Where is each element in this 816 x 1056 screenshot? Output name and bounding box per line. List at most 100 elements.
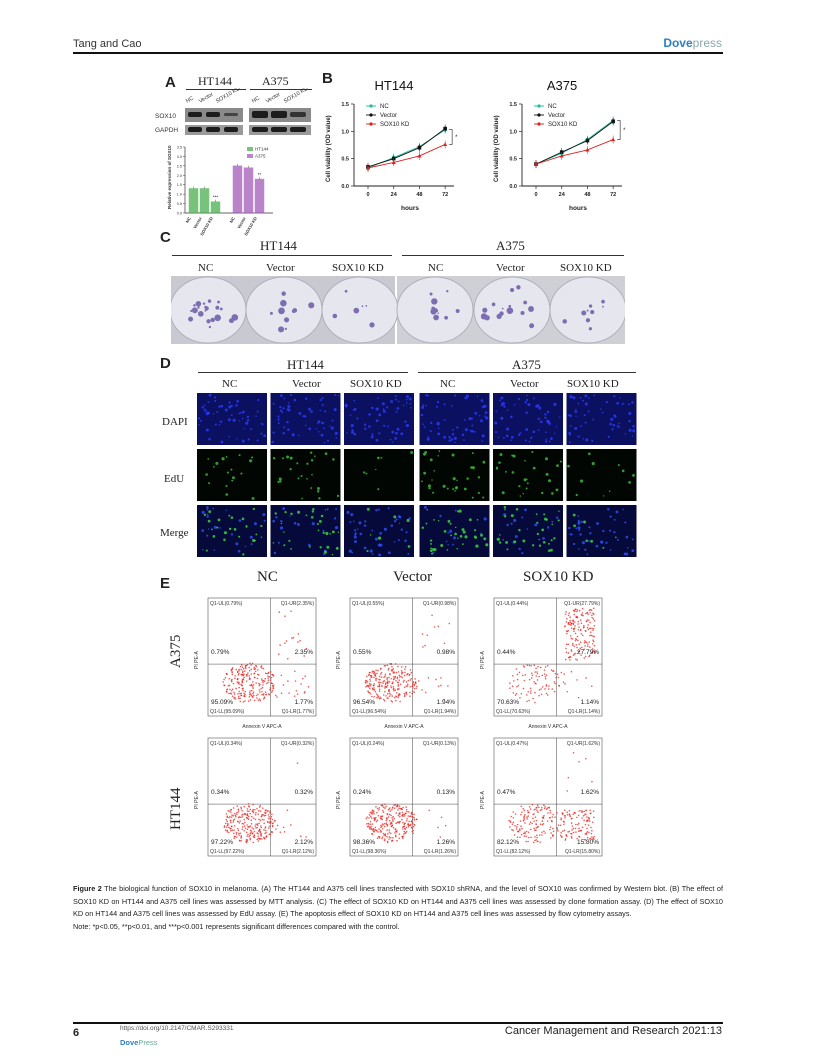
event-dot <box>393 804 395 806</box>
event-dot <box>535 667 537 670</box>
cell-nucleus <box>451 428 454 431</box>
cell-nucleus <box>213 549 216 551</box>
doi-link[interactable]: https://doi.org/10.2147/CMAR.S293331 <box>120 1025 234 1032</box>
cell-nucleus <box>610 417 614 421</box>
cell-nucleus <box>531 450 534 454</box>
colony <box>202 302 206 305</box>
cell-nucleus <box>632 429 636 433</box>
event-dot <box>224 829 227 832</box>
cell-nucleus <box>391 430 395 434</box>
event-dot <box>248 670 251 672</box>
cell-nucleus <box>422 452 427 456</box>
cell-nucleus <box>588 397 590 399</box>
event-dot <box>253 836 256 839</box>
cell-nucleus <box>496 537 500 541</box>
event-dot <box>569 623 571 626</box>
cell-nucleus <box>602 529 605 533</box>
event-dot <box>397 688 399 691</box>
event-dot <box>573 613 576 616</box>
event-dot <box>549 809 551 812</box>
cell-nucleus <box>499 399 501 402</box>
event-dot <box>386 825 389 827</box>
quadrant-label: Q1-LR(1.14%) <box>568 709 601 715</box>
event-dot <box>560 671 563 674</box>
cell-nucleus <box>385 406 389 409</box>
event-dot <box>249 825 252 827</box>
event-dot <box>366 816 368 819</box>
cell-nucleus <box>535 513 538 516</box>
cell-nucleus <box>346 510 350 514</box>
cell-nucleus <box>515 507 519 511</box>
colony <box>308 302 315 309</box>
event-dot <box>247 700 250 702</box>
cell-nucleus <box>459 534 463 538</box>
event-dot <box>237 816 240 819</box>
event-dot <box>548 806 551 809</box>
quadrant-value: 0.98% <box>437 649 456 656</box>
event-dot <box>379 673 382 675</box>
cell-nucleus <box>427 436 430 438</box>
event-dot <box>258 684 261 687</box>
cell-nucleus <box>326 508 329 511</box>
flow-plot-frame <box>207 737 317 857</box>
cell-nucleus <box>254 539 257 542</box>
event-dot <box>413 813 415 816</box>
colony <box>509 287 515 293</box>
event-dot <box>393 689 395 692</box>
event-dot <box>524 674 527 676</box>
cell-nucleus <box>440 543 444 548</box>
event-dot <box>374 816 377 819</box>
lane-label: NC <box>251 96 261 105</box>
event-dot <box>387 832 389 835</box>
event-dot <box>546 694 549 696</box>
event-dot <box>582 624 585 627</box>
y-tick-label: 2.0 <box>177 174 182 178</box>
cell-nucleus <box>322 531 325 535</box>
event-dot <box>591 651 593 654</box>
event-dot <box>396 804 399 806</box>
event-dot <box>233 829 235 831</box>
event-dot <box>396 677 399 680</box>
colony <box>197 306 200 309</box>
event-dot <box>266 672 268 675</box>
cell-nucleus <box>218 405 221 408</box>
cell-nucleus <box>263 434 267 438</box>
event-dot <box>234 675 236 677</box>
event-dot <box>520 833 523 836</box>
significance-bracket <box>449 129 453 145</box>
event-dot <box>535 819 538 822</box>
colony <box>217 300 220 304</box>
event-dot <box>536 671 538 673</box>
microscopy-image <box>493 393 563 445</box>
legend-marker <box>537 113 541 117</box>
event-dot <box>593 624 596 627</box>
event-dot <box>250 664 252 666</box>
cell-nucleus <box>632 473 635 477</box>
cell-nucleus <box>522 539 526 543</box>
event-dot <box>241 681 244 684</box>
cell-nucleus <box>277 480 280 483</box>
event-dot <box>232 821 235 823</box>
y-tick-label: 1.0 <box>509 129 517 135</box>
event-dot <box>566 618 568 620</box>
event-dot <box>246 824 248 826</box>
event-dot <box>560 835 563 838</box>
cell-nucleus <box>208 437 211 441</box>
colony <box>269 311 273 315</box>
cell-nucleus <box>545 431 547 434</box>
cell-nucleus <box>311 510 315 513</box>
quadrant-value: 0.44% <box>497 649 516 656</box>
cell-nucleus <box>390 399 394 403</box>
event-dot <box>398 807 400 810</box>
event-dot <box>225 818 228 821</box>
event-dot <box>385 695 387 697</box>
event-dot <box>576 659 579 661</box>
cell-nucleus <box>502 538 505 541</box>
cell-nucleus <box>618 422 620 425</box>
event-dot <box>515 692 518 695</box>
cell-nucleus <box>377 456 380 460</box>
event-dot <box>386 829 388 831</box>
cell-nucleus <box>394 395 397 398</box>
event-dot <box>387 669 390 671</box>
event-dot <box>284 642 286 644</box>
